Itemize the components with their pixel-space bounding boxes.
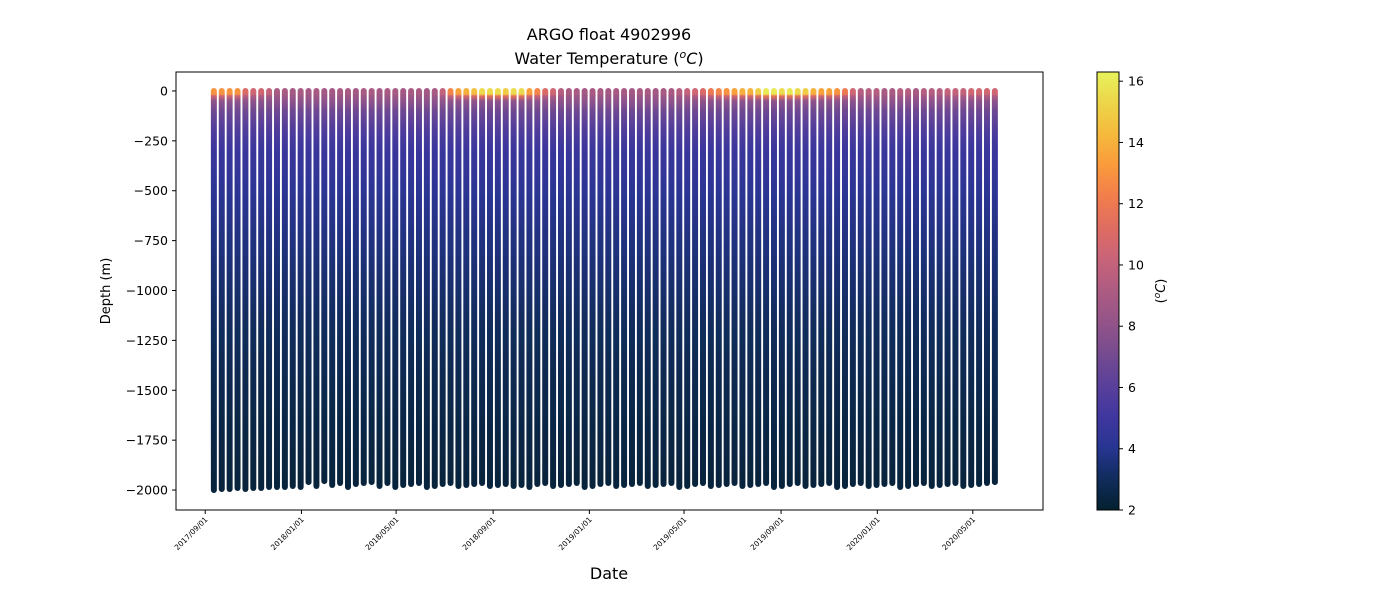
colorbar-tick-label: 10 bbox=[1128, 257, 1144, 272]
y-tick-label: −250 bbox=[134, 133, 168, 148]
x-tick-label: 2019/05/01 bbox=[652, 515, 689, 552]
y-tick-label: −1250 bbox=[126, 333, 168, 348]
y-axis-label: Depth (m) bbox=[99, 258, 114, 325]
y-tick-label: −500 bbox=[134, 183, 168, 198]
colorbar bbox=[1096, 71, 1120, 511]
y-tick-label: −1750 bbox=[126, 433, 168, 448]
x-axis-label: Date bbox=[590, 564, 628, 583]
chart-subtitle: Water Temperature (oC) bbox=[514, 48, 703, 68]
colorbar-tick-label: 14 bbox=[1128, 135, 1144, 150]
y-tick-label: −1000 bbox=[126, 283, 168, 298]
colorbar-tick-label: 2 bbox=[1128, 503, 1136, 518]
x-tick-label: 2017/09/01 bbox=[173, 515, 210, 552]
x-tick-label: 2018/01/01 bbox=[269, 515, 306, 552]
x-tick-label: 2018/09/01 bbox=[461, 515, 498, 552]
x-tick-label: 2019/01/01 bbox=[557, 515, 594, 552]
x-tick-label: 2020/01/01 bbox=[845, 515, 882, 552]
x-tick-label: 2020/05/01 bbox=[940, 515, 977, 552]
colorbar-tick-label: 6 bbox=[1128, 380, 1136, 395]
y-tick-label: −750 bbox=[134, 233, 168, 248]
colorbar-label: (oC) bbox=[1153, 279, 1169, 304]
profiles-layer bbox=[210, 87, 998, 494]
colorbar-ticks: 2 4 6 8 10 12 14 16 bbox=[1119, 74, 1144, 518]
y-tick-label: −1500 bbox=[126, 383, 168, 398]
chart-title: ARGO float 4902996 bbox=[527, 25, 691, 44]
colorbar-tick-label: 12 bbox=[1128, 196, 1144, 211]
y-tick-label: 0 bbox=[160, 83, 168, 98]
y-tick-label: −2000 bbox=[126, 483, 168, 498]
x-tick-label: 2019/09/01 bbox=[749, 515, 786, 552]
y-axis: 0 −250 −500 −750 −1000 −1250 −1500 −1750 −2000 bbox=[126, 83, 176, 498]
colorbar-tick-label: 8 bbox=[1128, 319, 1136, 334]
x-axis: 2017/09/01 2018/01/01 2018/05/01 2018/09/01… bbox=[173, 510, 977, 552]
colorbar-tick-label: 4 bbox=[1128, 441, 1136, 456]
x-tick-label: 2018/05/01 bbox=[364, 515, 401, 552]
colorbar-tick-label: 16 bbox=[1128, 74, 1144, 89]
